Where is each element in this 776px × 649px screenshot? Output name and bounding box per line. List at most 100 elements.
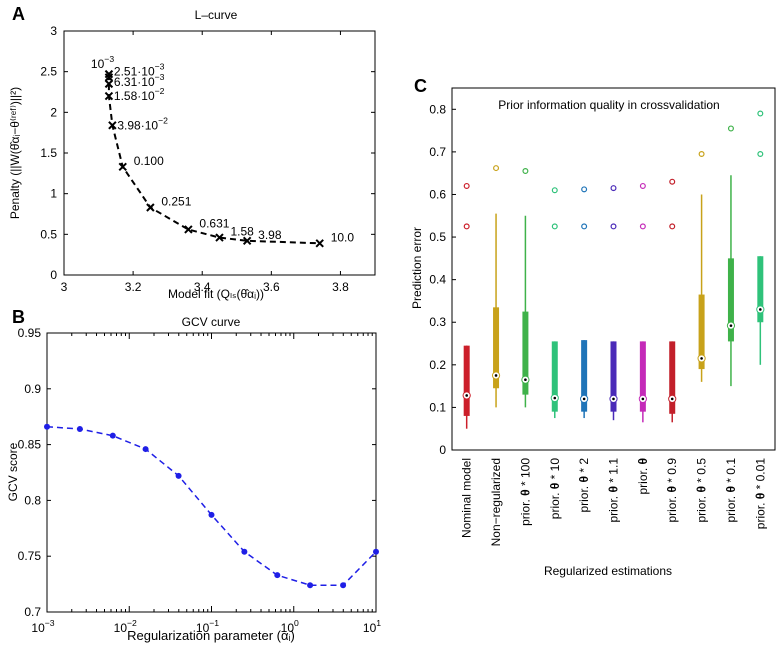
panel-c-outlier: [581, 223, 588, 230]
panel-c-box: [639, 341, 646, 412]
panel-a-point-label: 2.51·10−3: [114, 61, 165, 78]
panel-b-ytick-label: 0.75: [18, 549, 42, 563]
panel-c-outlier: [757, 151, 764, 158]
panel-c-box: [727, 258, 734, 342]
panel-c-axes-box: [451, 87, 776, 451]
panel-c-category-text: prior.: [695, 493, 709, 523]
panel-c-category-text: Non−regularized: [489, 458, 503, 546]
panel-a-point-marker: [315, 239, 324, 248]
panel-a-point-label: 6.31·10−3: [114, 72, 165, 89]
panel-c-box: [522, 311, 529, 395]
panel-c-category-label: prior. θ * 10: [548, 458, 562, 520]
panel-b-xtick-label: 101: [363, 618, 381, 635]
panel-a-point-marker: [242, 236, 252, 246]
panel-c-category-symbol: θ: [695, 486, 709, 493]
panel-c-ytick-label: 0: [439, 443, 446, 457]
panel-c-outlier: [669, 178, 676, 185]
panel-c-category-label: prior. θ * 0.5: [695, 458, 709, 523]
panel-b-point: [109, 432, 116, 439]
panel-c-ytick-label: 0.8: [429, 102, 446, 116]
panel-b-point: [241, 548, 248, 555]
panel-a-xtick-label: 3: [61, 280, 68, 294]
panel-c-outlier: [727, 125, 734, 132]
panel-a-point-label: 1.58·10−2: [114, 86, 165, 103]
panel-c-category-text: prior.: [548, 489, 562, 519]
panel-c-ytick-label: 0.7: [429, 145, 446, 159]
panel-c-category-label: Non−regularized: [489, 458, 503, 546]
panel-c-category-symbol: θ: [724, 486, 738, 493]
panel-a-point-label: 10−3: [91, 54, 114, 71]
panel-c-box: [581, 340, 588, 412]
panel-c-median-dot: [700, 357, 703, 360]
panel-c-box: [463, 345, 470, 416]
panel-a-point-label: 3.98: [258, 228, 282, 242]
panel-c-category-text: prior.: [518, 496, 532, 526]
panel-a-point-label: 10.0: [331, 230, 355, 244]
panel-b-ytick-label: 0.95: [18, 326, 42, 340]
panel-c-median-dot: [729, 324, 733, 327]
panel-a-xtick-label: 3.4: [194, 280, 211, 294]
panel-a-xtick-label: 3.6: [263, 280, 280, 294]
panel-a-title: L–curve: [195, 8, 238, 22]
panel-c-category-factor: * 100: [518, 458, 532, 490]
panel-c-box: [493, 307, 500, 389]
panel-c-outlier: [639, 182, 646, 189]
panel-a-point-label: 3.98·10−2: [117, 115, 168, 132]
panel-b-point: [340, 582, 347, 589]
panel-c-outlier: [551, 187, 558, 194]
panel-a-point-marker: [215, 233, 224, 242]
panel-b-xtick-label: 10−3: [31, 618, 54, 635]
panel-c-ytick-label: 0.5: [429, 230, 446, 244]
panel-c-category-symbol: θ: [607, 486, 621, 493]
panel-c-title: Prior information quality in crossvalida…: [498, 98, 719, 112]
panel-b-gcv: GCV curve 10−3 10−2 10−1 100 101 0.7 0.75 0.8 0.…: [6, 315, 381, 643]
panel-b-ytick-label: 0.85: [18, 438, 42, 452]
panel-a-ytick-label: 0: [50, 268, 57, 282]
panel-c-median-dot: [759, 308, 762, 311]
panel-b-point: [373, 548, 379, 555]
panel-b-xtick-label: 10−2: [114, 618, 137, 635]
panel-b-point: [142, 446, 149, 453]
panel-b-ylabel: GCV score: [6, 442, 20, 501]
panel-b-ytick-label: 0.8: [24, 493, 41, 507]
panel-c-ytick-label: 0.4: [429, 273, 446, 287]
panel-c-outlier: [522, 168, 529, 175]
panel-c-outlier: [581, 186, 588, 193]
panel-c-outlier: [463, 182, 470, 189]
panel-a-point-marker: [146, 203, 155, 212]
panel-c-category-factor: * 0.9: [665, 458, 679, 486]
panel-c-boxplot: Prior information quality in crossvalida…: [410, 87, 776, 578]
panel-c-outlier: [463, 223, 470, 230]
panel-b-point: [274, 572, 281, 579]
panel-c-category-label: prior. θ * 100: [518, 458, 532, 526]
panel-c-outlier: [669, 223, 676, 230]
panel-c-category-factor: * 1.1: [607, 458, 621, 486]
panel-c-outlier: [639, 223, 646, 230]
panel-c-category-label: prior. θ * 0.01: [753, 458, 767, 530]
panel-c-category-text: prior.: [607, 493, 621, 523]
panel-b-axes-box: [46, 332, 377, 613]
panel-b-point: [175, 472, 182, 479]
panel-a-lcurve: L–curve 3 3.2 3.4 3.6 3.8 0 0.5 1 1.5 2 2.5 3 10−32…: [8, 8, 376, 301]
panel-a-ytick-label: 2.5: [40, 65, 57, 79]
panel-a-point-marker: [118, 162, 127, 172]
panel-c-category-symbol: θ: [577, 476, 591, 483]
panel-b-xlabel: Regularization parameter (αᵢ): [127, 628, 295, 643]
panel-c-ytick-label: 0.1: [429, 400, 446, 414]
panel-c-outlier: [493, 165, 500, 172]
panel-b-ytick-label: 0.7: [24, 605, 41, 619]
panel-c-median-dot: [612, 397, 615, 401]
panel-a-ytick-label: 1: [50, 187, 57, 201]
panel-a-point-marker: [108, 121, 117, 130]
panel-c-category-label: prior. θ * 0.9: [665, 458, 679, 523]
panel-a-point-marker: [104, 91, 114, 101]
panel-a-ylabel: Penalty (||W(θ̂αᵢ−θ⁽ʳᵉᶠ⁾)||²): [8, 87, 22, 219]
panel-a-point-label: 0.100: [134, 154, 164, 168]
panel-c-category-factor: * 0.01: [753, 458, 767, 493]
panel-c-category-label: prior. θ * 1.1: [607, 458, 621, 523]
panel-c-ytick-label: 0.3: [429, 315, 446, 329]
panel-c-category-text: Nominal model: [460, 458, 474, 538]
panel-a-xlabel: Model fit (Qₗₛ(θ̂αᵢ)): [168, 287, 264, 301]
panel-a-point-label: 1.58: [231, 225, 255, 239]
panel-c-outlier: [757, 110, 764, 117]
